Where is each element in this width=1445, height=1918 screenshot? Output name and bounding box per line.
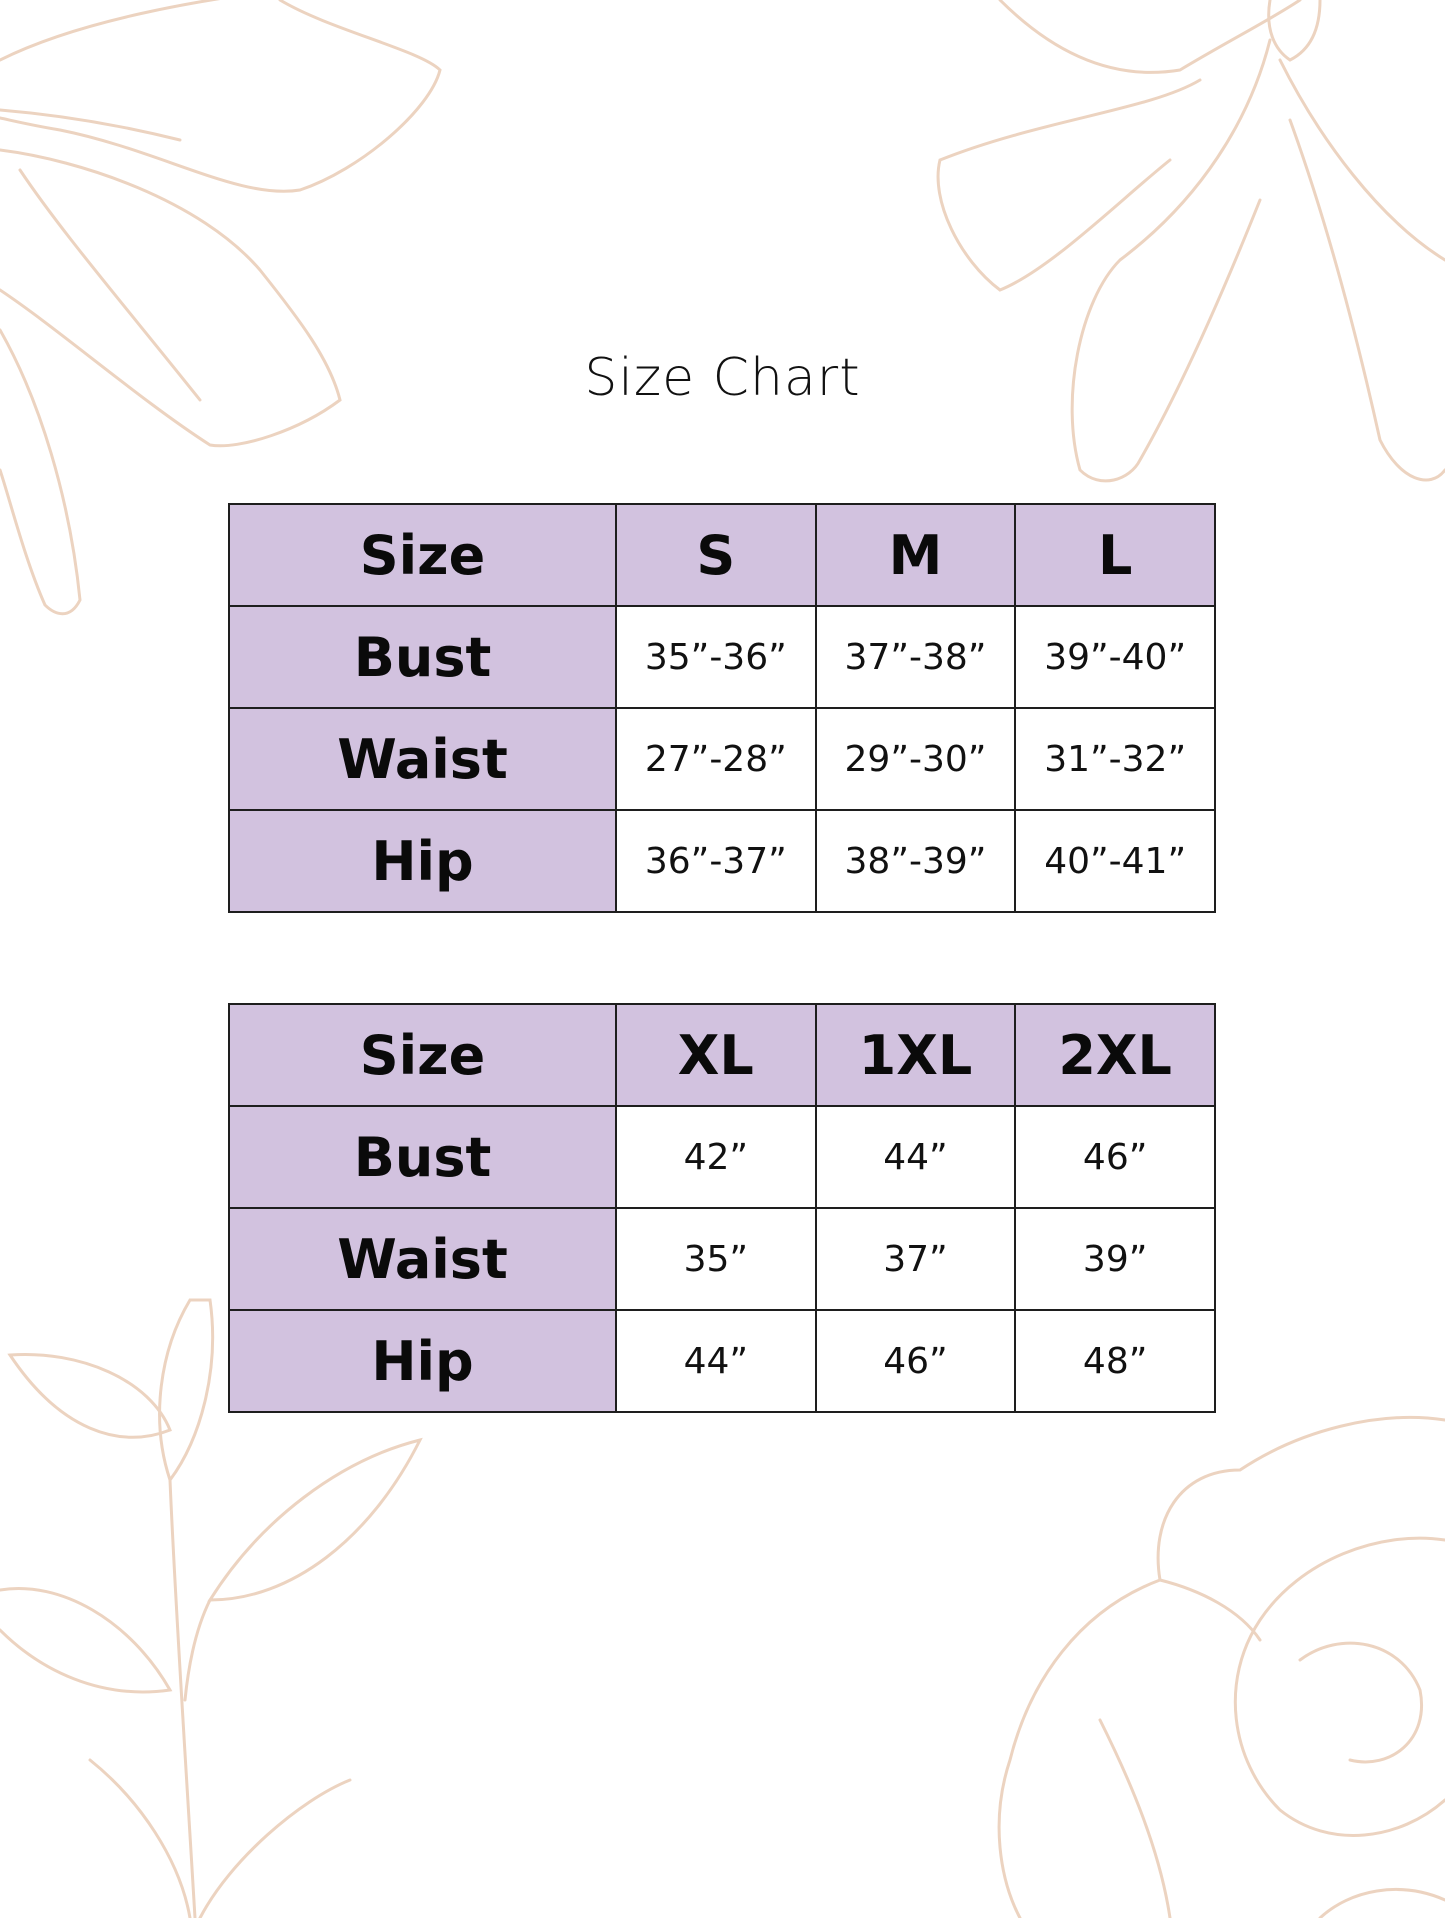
row-label: Waist [228,707,617,811]
value-cell: 35” [615,1207,817,1311]
value-cell: 44” [814,1105,1017,1209]
row-label: Waist [228,1207,617,1311]
size-table-xl-to-2xl: Size XL 1XL 2XL Bust 42” 44” 46” Waist 3… [228,1003,1216,1413]
header-cell: XL [615,1003,817,1107]
table-row: Waist 35” 37” 39” [228,1207,1216,1311]
table-header-row: Size S M L [228,503,1216,607]
header-cell: 2XL [1014,1003,1216,1107]
header-cell: Size [228,1003,617,1107]
value-cell: 29”-30” [814,707,1017,811]
value-cell: 39”-40” [1014,605,1216,709]
value-cell: 46” [814,1309,1017,1413]
value-cell: 46” [1014,1105,1216,1209]
row-label: Bust [228,1105,617,1209]
value-cell: 36”-37” [615,809,817,913]
header-cell: 1XL [814,1003,1017,1107]
table-row: Hip 36”-37” 38”-39” 40”-41” [228,809,1216,913]
header-cell: M [814,503,1017,607]
value-cell: 38”-39” [814,809,1017,913]
row-label: Hip [228,1309,617,1413]
value-cell: 42” [615,1105,817,1209]
header-cell: Size [228,503,617,607]
table-row: Bust 35”-36” 37”-38” 39”-40” [228,605,1216,709]
page-title: Size Chart [584,348,861,408]
value-cell: 31”-32” [1014,707,1216,811]
value-cell: 37” [814,1207,1017,1311]
header-cell: L [1014,503,1216,607]
row-label: Hip [228,809,617,913]
value-cell: 40”-41” [1014,809,1216,913]
value-cell: 44” [615,1309,817,1413]
size-table-small-to-large: Size S M L Bust 35”-36” 37”-38” 39”-40” … [228,503,1216,913]
header-cell: S [615,503,817,607]
table-header-row: Size XL 1XL 2XL [228,1003,1216,1107]
table-row: Bust 42” 44” 46” [228,1105,1216,1209]
value-cell: 27”-28” [615,707,817,811]
row-label: Bust [228,605,617,709]
value-cell: 48” [1014,1309,1216,1413]
value-cell: 39” [1014,1207,1216,1311]
value-cell: 37”-38” [814,605,1017,709]
table-row: Waist 27”-28” 29”-30” 31”-32” [228,707,1216,811]
value-cell: 35”-36” [615,605,817,709]
table-row: Hip 44” 46” 48” [228,1309,1216,1413]
